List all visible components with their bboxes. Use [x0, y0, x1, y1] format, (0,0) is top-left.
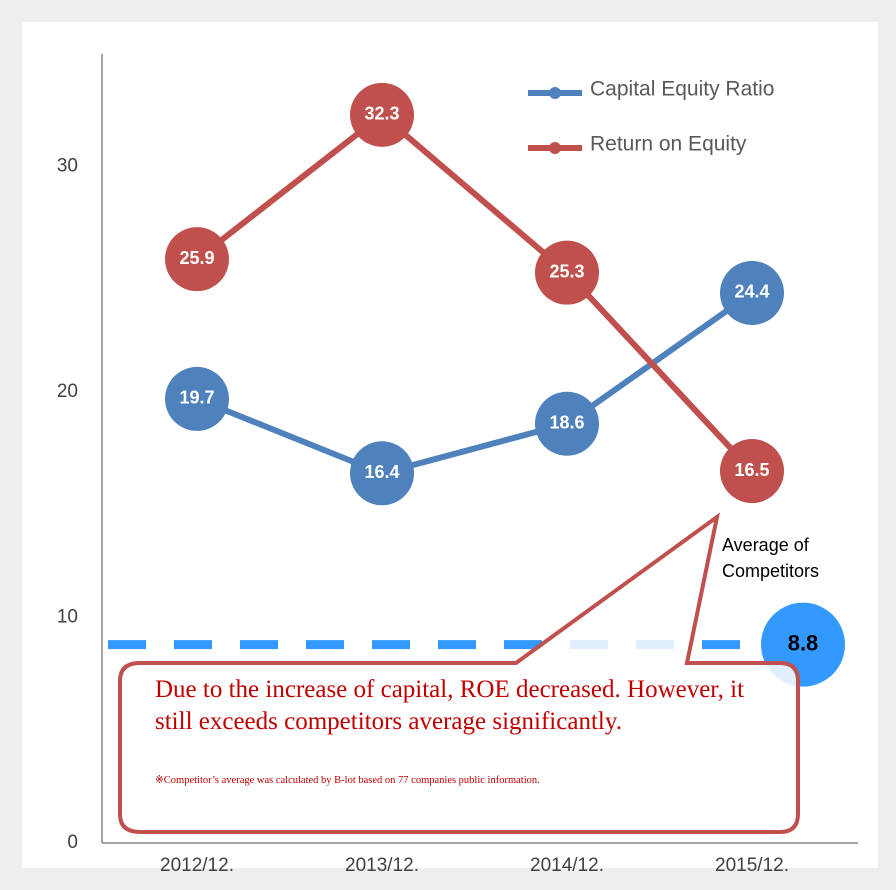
- legend-label: Return on Equity: [590, 133, 747, 156]
- point: [165, 366, 229, 431]
- point-label: 16.4: [364, 462, 399, 482]
- reference-value: 8.8: [788, 630, 819, 655]
- point-label: 19.7: [179, 388, 214, 408]
- point-label: 25.3: [549, 261, 584, 281]
- point: [350, 441, 414, 506]
- point-label: 32.3: [364, 104, 399, 124]
- point-label: 18.6: [549, 412, 584, 432]
- point: [720, 260, 784, 325]
- legend-marker: [549, 87, 561, 99]
- point-label: 25.9: [179, 248, 214, 268]
- note: ※Competitor’s average was calculated by …: [155, 775, 540, 786]
- y-tick-label: 0: [67, 832, 78, 853]
- x-tick-label: 2013/12.: [345, 855, 419, 876]
- x-tick-label: 2015/12.: [715, 855, 789, 876]
- point: [720, 439, 784, 504]
- point-label: 24.4: [734, 282, 769, 302]
- point: [165, 227, 229, 292]
- point-label: 16.5: [734, 460, 769, 480]
- legend-marker: [549, 142, 561, 154]
- legend-label: Capital Equity Ratio: [590, 78, 774, 101]
- x-tick-label: 2014/12.: [530, 855, 604, 876]
- point: [350, 82, 414, 147]
- x-tick-label: 2012/12.: [160, 855, 234, 876]
- point: [535, 391, 599, 456]
- point: [535, 240, 599, 305]
- callout: [118, 512, 800, 834]
- y-tick-label: 20: [57, 381, 78, 402]
- annotation: Due to the increase of capital, ROE decr…: [155, 676, 745, 735]
- series-line: [195, 290, 754, 477]
- y-tick-label: 10: [57, 607, 78, 628]
- y-tick-label: 30: [57, 156, 78, 177]
- series-line: [195, 110, 755, 474]
- reference-label: Average of Competitors: [722, 535, 820, 581]
